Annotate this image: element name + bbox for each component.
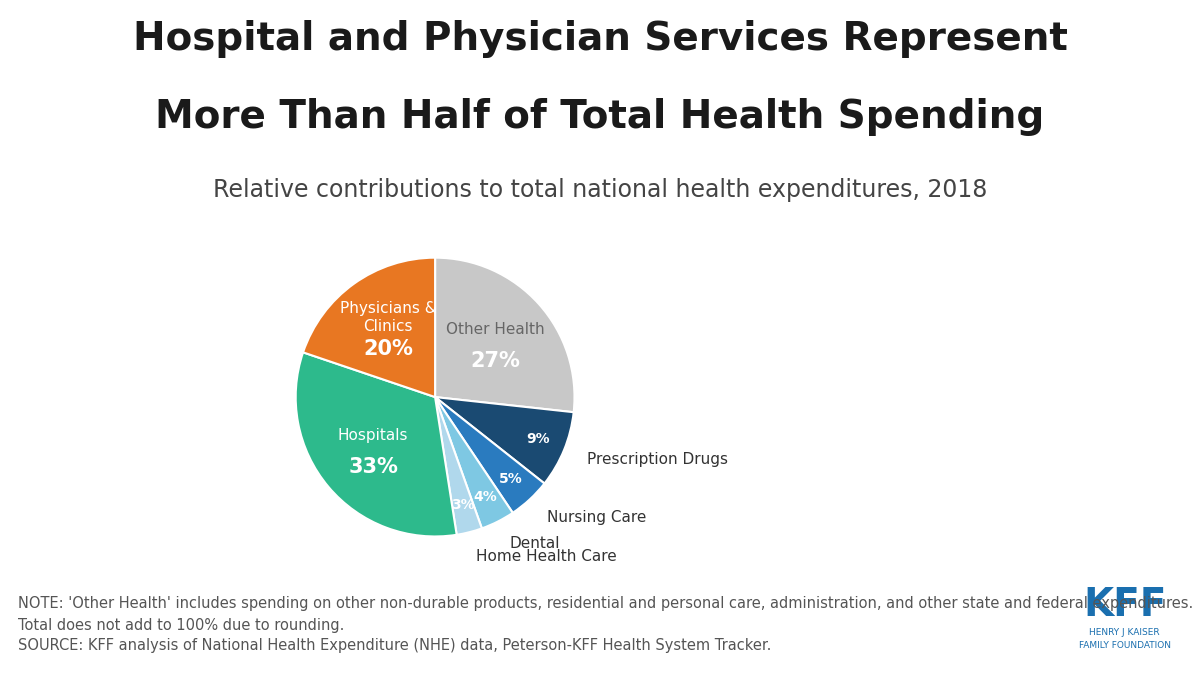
- Text: 33%: 33%: [348, 457, 398, 477]
- Text: KFF: KFF: [1084, 586, 1166, 624]
- Text: Physicians &
Clinics: Physicians & Clinics: [340, 302, 437, 334]
- Text: Nursing Care: Nursing Care: [547, 510, 646, 526]
- Text: Home Health Care: Home Health Care: [475, 549, 617, 564]
- Text: HENRY J KAISER
FAMILY FOUNDATION: HENRY J KAISER FAMILY FOUNDATION: [1079, 629, 1171, 650]
- Text: Hospital and Physician Services Represent: Hospital and Physician Services Represen…: [132, 20, 1068, 58]
- Text: Other Health: Other Health: [446, 322, 545, 336]
- Text: 5%: 5%: [499, 472, 523, 486]
- Text: Total does not add to 100% due to rounding.: Total does not add to 100% due to roundi…: [18, 618, 344, 633]
- Text: More Than Half of Total Health Spending: More Than Half of Total Health Spending: [155, 98, 1045, 135]
- Wedge shape: [295, 353, 457, 536]
- Text: 3%: 3%: [451, 498, 474, 512]
- Wedge shape: [436, 397, 482, 535]
- Text: SOURCE: KFF analysis of National Health Expenditure (NHE) data, Peterson-KFF Hea: SOURCE: KFF analysis of National Health …: [18, 638, 772, 653]
- Text: 27%: 27%: [470, 351, 521, 371]
- Wedge shape: [436, 397, 545, 513]
- Text: Hospitals: Hospitals: [338, 428, 408, 443]
- Text: 4%: 4%: [473, 490, 497, 503]
- Text: 20%: 20%: [364, 339, 413, 359]
- Wedge shape: [436, 397, 574, 483]
- Text: Relative contributions to total national health expenditures, 2018: Relative contributions to total national…: [212, 178, 988, 203]
- Text: Prescription Drugs: Prescription Drugs: [587, 452, 728, 467]
- Wedge shape: [436, 258, 575, 413]
- Wedge shape: [436, 397, 512, 528]
- Text: 9%: 9%: [527, 432, 550, 446]
- Text: Dental: Dental: [509, 536, 559, 551]
- Wedge shape: [304, 258, 436, 397]
- Text: NOTE: 'Other Health' includes spending on other non-durable products, residentia: NOTE: 'Other Health' includes spending o…: [18, 596, 1193, 610]
